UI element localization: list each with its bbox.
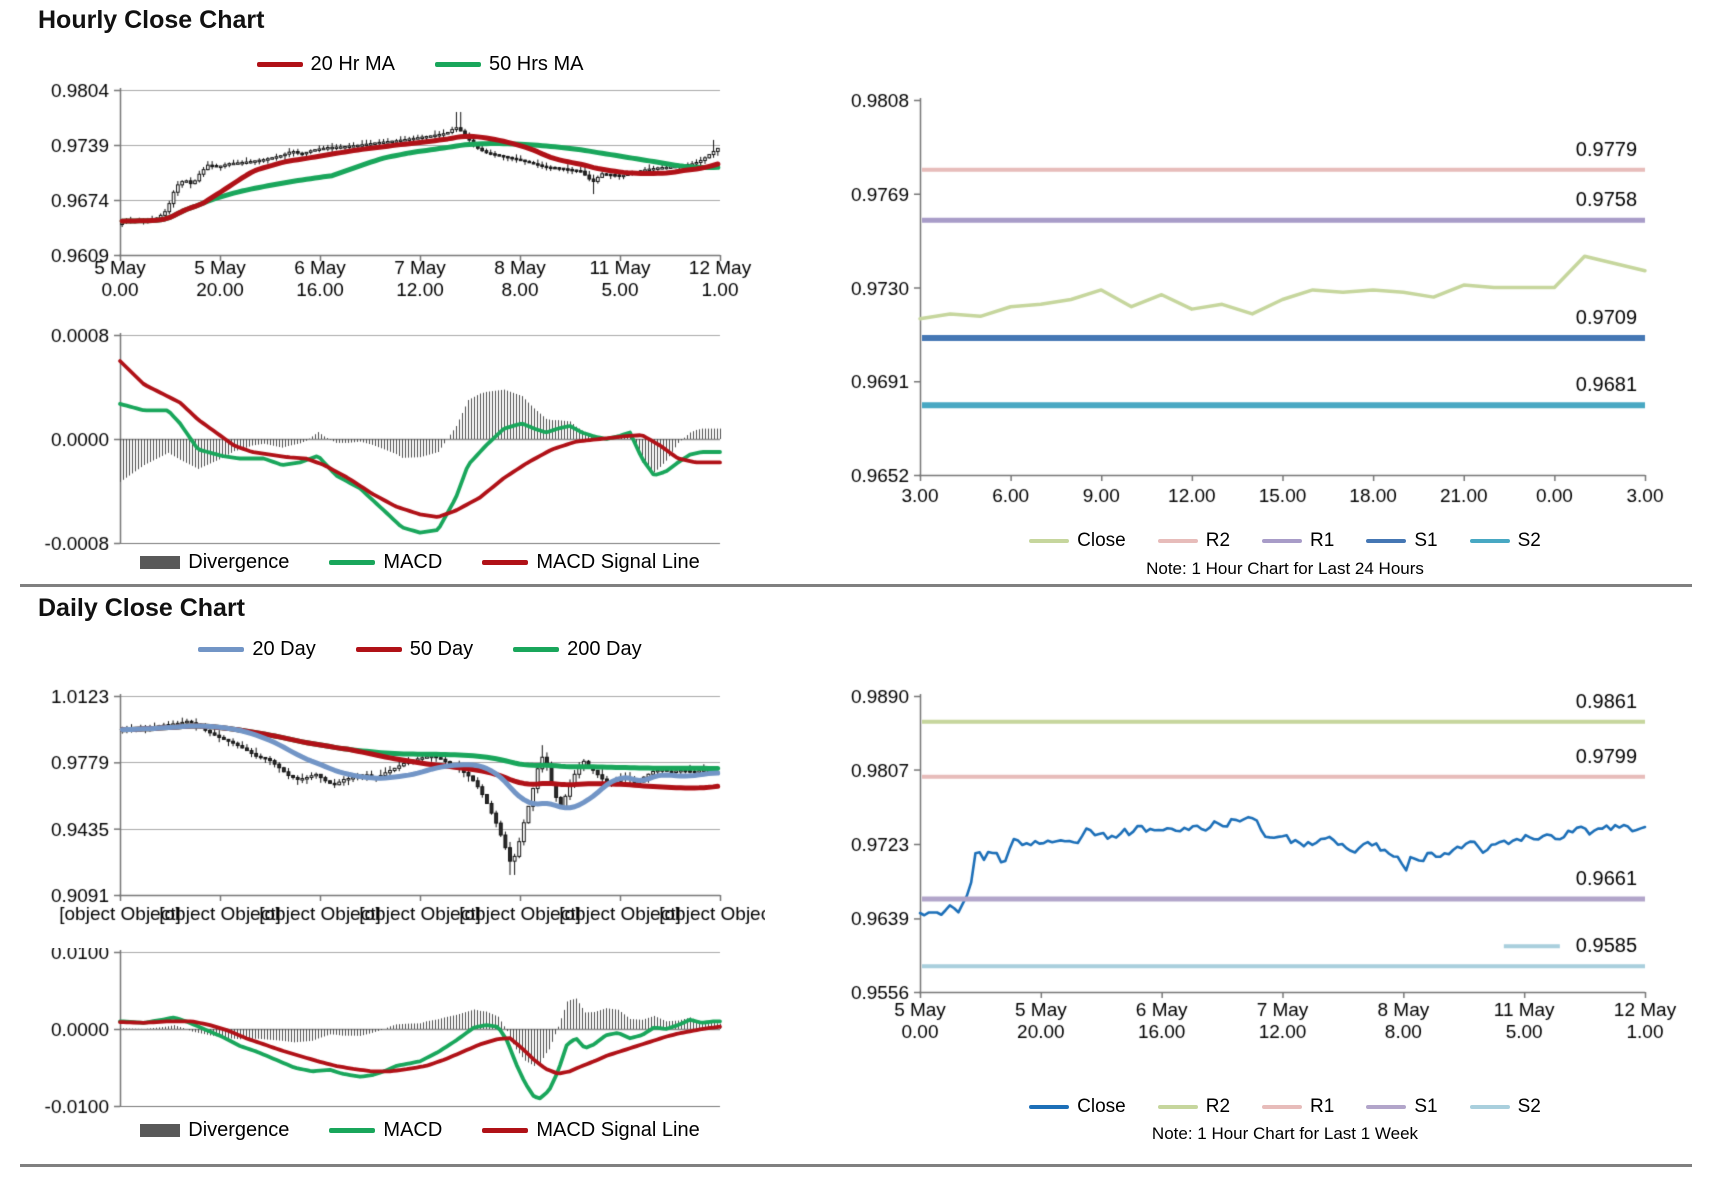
daily-sr-legend: Close R2 R1 S1 S2	[920, 1096, 1650, 1118]
daily-price-chart	[20, 666, 765, 944]
legend-label: Close	[1077, 1096, 1126, 1117]
hourly-price-chart	[20, 78, 765, 318]
divergence-bar-swatch-icon	[140, 556, 181, 569]
legend-item-20day: 20 Day	[198, 638, 316, 661]
legend-label: S2	[1517, 530, 1541, 551]
legend-label: S1	[1414, 530, 1438, 551]
legend-item-200day: 200 Day	[513, 638, 642, 661]
legend-item-s2: S2	[1469, 530, 1541, 552]
legend-label: S2	[1517, 1096, 1541, 1117]
hourly-price-legend: 20 Hr MA 50 Hrs MA	[120, 53, 720, 76]
legend-item-r2: R2	[1157, 1096, 1231, 1118]
macd-line-swatch-icon	[329, 1128, 376, 1133]
legend-item-r1: R1	[1262, 530, 1334, 552]
daily-sr-note: Note: 1 Hour Chart for Last 1 Week	[1151, 1124, 1419, 1143]
s1-line-swatch-icon	[1366, 539, 1407, 543]
hourly-section-title: Hourly Close Chart	[38, 6, 265, 34]
50day-ma-line-swatch-icon	[355, 647, 402, 652]
legend-label: 20 Day	[252, 638, 316, 660]
legend-item-divergence: Divergence	[140, 1119, 289, 1142]
close-line-swatch-icon	[1029, 1105, 1070, 1109]
legend-item-close: Close	[1029, 1096, 1126, 1118]
legend-label: 50 Day	[409, 638, 474, 660]
legend-item-s1: S1	[1366, 1096, 1438, 1118]
legend-label: MACD Signal Line	[536, 1119, 700, 1141]
200day-ma-line-swatch-icon	[513, 647, 560, 652]
r2-line-swatch-icon	[1157, 539, 1198, 543]
legend-label: 50 Hrs MA	[489, 53, 584, 75]
r2-line-swatch-icon	[1157, 1105, 1198, 1109]
20day-ma-line-swatch-icon	[198, 647, 245, 652]
legend-item-close: Close	[1029, 530, 1126, 552]
close-line-swatch-icon	[1029, 539, 1070, 543]
legend-label: 200 Day	[567, 638, 642, 660]
legend-label: MACD Signal Line	[536, 551, 700, 573]
legend-item-macd: MACD	[329, 551, 442, 574]
hourly-macd-chart	[20, 322, 765, 550]
legend-item-r2: R2	[1157, 530, 1231, 552]
20hr-ma-line-swatch-icon	[256, 62, 303, 67]
r1-line-swatch-icon	[1262, 1105, 1303, 1109]
legend-item-s2: S2	[1469, 1096, 1541, 1118]
s1-line-swatch-icon	[1366, 1105, 1407, 1109]
macd-line-swatch-icon	[329, 560, 376, 565]
legend-label: R1	[1310, 1096, 1335, 1117]
macd-signal-line-swatch-icon	[482, 1128, 529, 1133]
legend-item-macd-signal: MACD Signal Line	[482, 1119, 700, 1142]
divergence-bar-swatch-icon	[140, 1124, 181, 1137]
legend-label: Divergence	[188, 1119, 290, 1141]
hourly-sr-chart	[810, 70, 1710, 525]
r1-line-swatch-icon	[1262, 539, 1303, 543]
legend-label: 20 Hr MA	[310, 53, 395, 75]
bottom-divider	[20, 1164, 1692, 1167]
legend-label: R2	[1205, 1096, 1231, 1117]
s2-line-swatch-icon	[1469, 1105, 1510, 1109]
legend-item-divergence: Divergence	[140, 551, 289, 574]
legend-label: Divergence	[188, 551, 290, 573]
legend-item-s1: S1	[1366, 530, 1438, 552]
legend-item-r1: R1	[1262, 1096, 1334, 1118]
legend-label: MACD	[383, 551, 443, 573]
s2-line-swatch-icon	[1469, 539, 1510, 543]
50hrs-ma-line-swatch-icon	[435, 62, 481, 67]
hourly-sr-note: Note: 1 Hour Chart for Last 24 Hours	[1146, 559, 1424, 578]
legend-label: S1	[1414, 1096, 1438, 1117]
hourly-sr-legend: Close R2 R1 S1 S2	[920, 530, 1650, 552]
legend-label: R2	[1205, 530, 1231, 551]
legend-item-macd-signal: MACD Signal Line	[482, 551, 700, 574]
macd-signal-line-swatch-icon	[482, 560, 529, 565]
legend-item-50day: 50 Day	[355, 638, 474, 661]
legend-item-20hr-ma: 20 Hr MA	[256, 53, 395, 76]
legend-label: Close	[1077, 530, 1126, 551]
daily-macd-chart	[20, 948, 765, 1116]
legend-label: MACD	[383, 1119, 443, 1141]
section-divider	[20, 584, 1692, 587]
daily-sr-chart	[810, 652, 1710, 1052]
daily-macd-legend: Divergence MACD MACD Signal Line	[120, 1119, 720, 1142]
daily-price-legend: 20 Day 50 Day 200 Day	[120, 638, 720, 661]
legend-item-50hrs-ma: 50 Hrs MA	[435, 53, 583, 76]
hourly-macd-legend: Divergence MACD MACD Signal Line	[120, 551, 720, 574]
legend-label: R1	[1310, 530, 1335, 551]
legend-item-macd: MACD	[329, 1119, 442, 1142]
daily-section-title: Daily Close Chart	[38, 594, 246, 622]
